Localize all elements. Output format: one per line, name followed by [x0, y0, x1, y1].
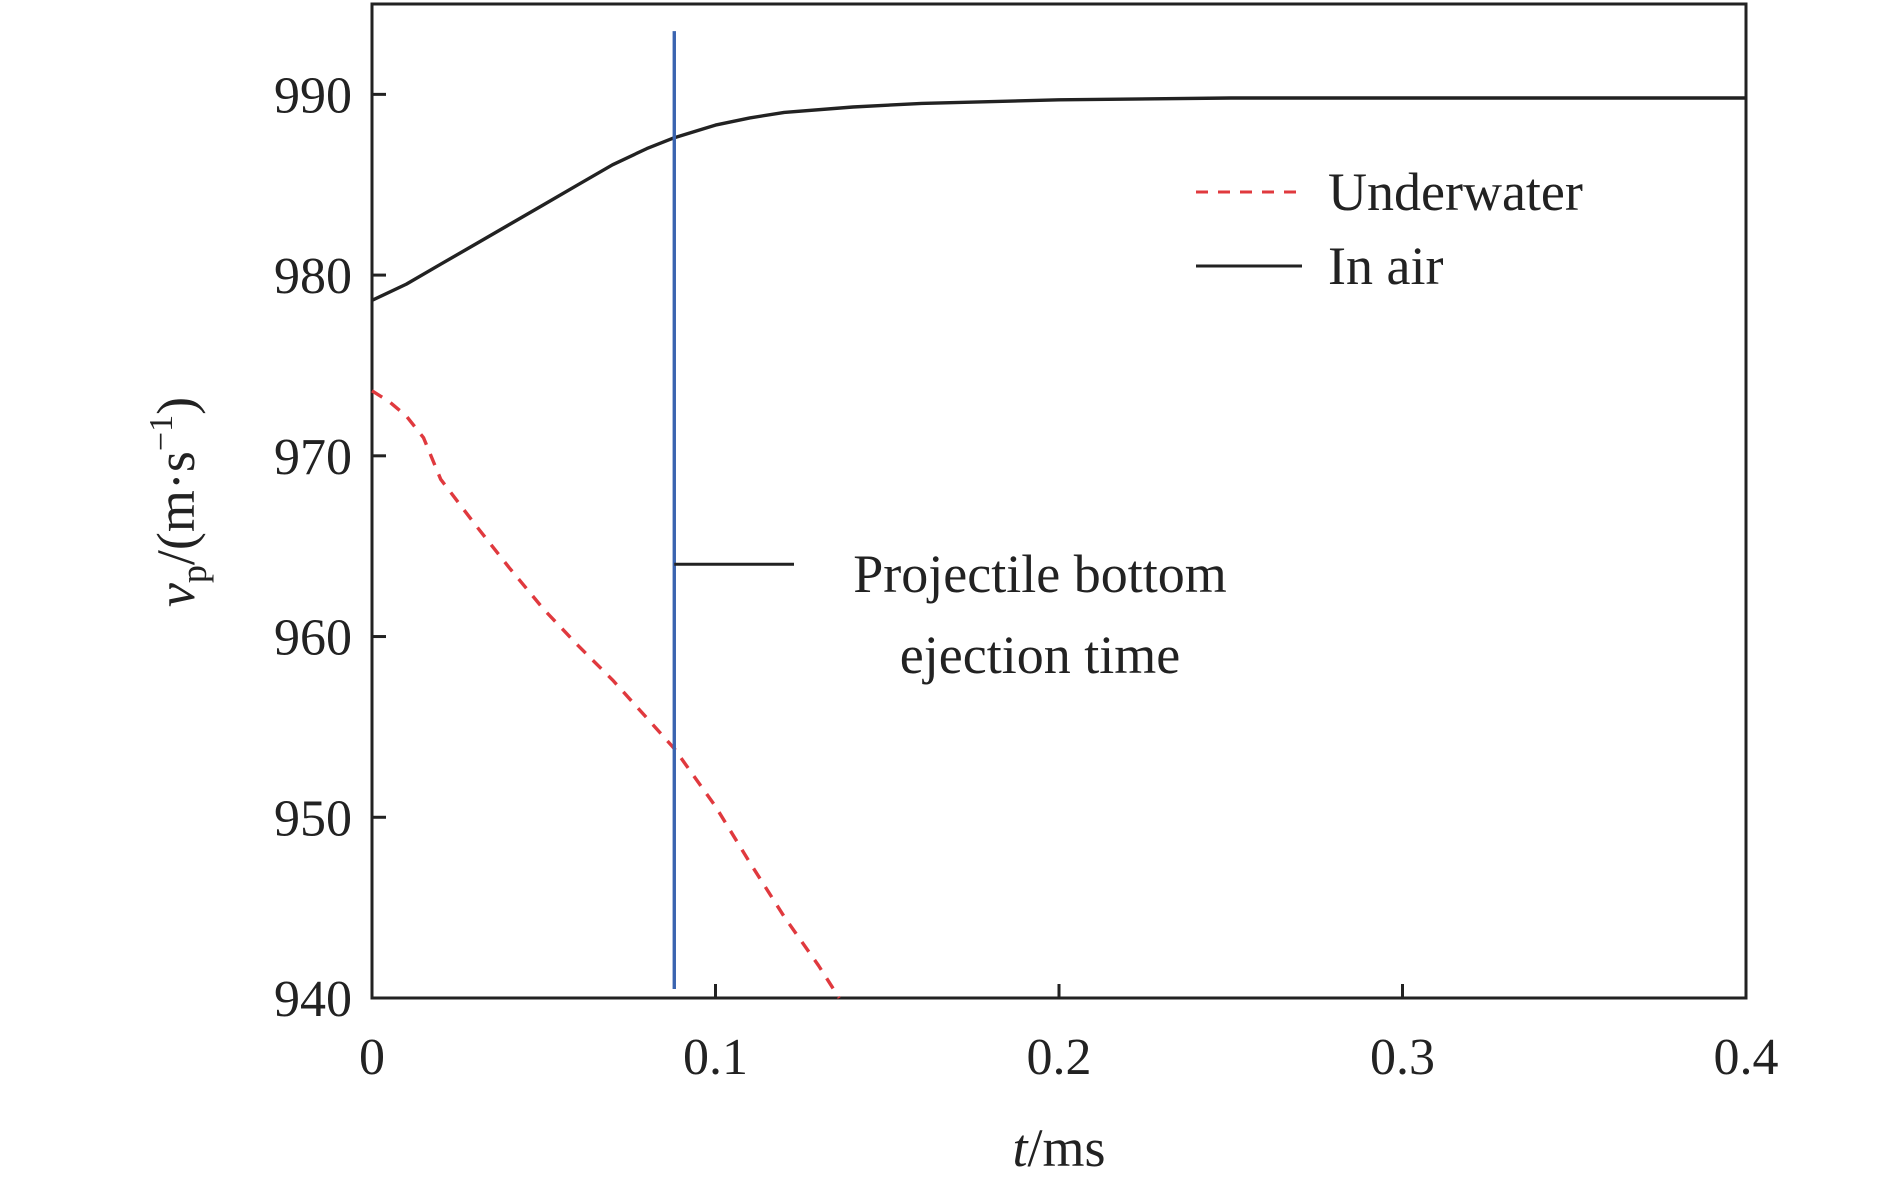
x-tick-label: 0.1 — [683, 1029, 748, 1086]
y-tick-label: 960 — [274, 610, 352, 667]
legend: Underwater In air — [1196, 162, 1583, 296]
x-tick-label: 0 — [359, 1029, 385, 1086]
plot-frame — [370, 2, 1748, 1000]
x-tick-label: 0.2 — [1027, 1029, 1092, 1086]
y-axis-title: vp/(m·s−1) — [143, 397, 214, 607]
x-tick-label: 0.3 — [1370, 1029, 1435, 1086]
y-tick-label: 970 — [274, 429, 352, 486]
y-tick-label: 950 — [274, 790, 352, 847]
legend-label-in-air: In air — [1328, 236, 1443, 296]
y-tick-label: 980 — [274, 248, 352, 305]
y-tick-label: 940 — [274, 971, 352, 1028]
annotation-line-2: ejection time — [900, 625, 1180, 685]
axis-tick-labels: 0 0.1 0.2 0.3 0.4 940 950 960 970 980 990 — [274, 67, 1779, 1086]
x-tick-label: 0.4 — [1714, 1029, 1779, 1086]
y-tick-label: 990 — [274, 67, 352, 124]
annotation-ejection: Projectile bottom ejection time — [674, 544, 1227, 685]
series-line-underwater — [371, 389, 841, 999]
series-line-in-air — [371, 96, 1746, 302]
x-axis-title: t/ms — [1012, 1118, 1105, 1178]
annotation-line-1: Projectile bottom — [853, 544, 1226, 604]
series-layer — [371, 96, 1746, 999]
legend-label-underwater: Underwater — [1328, 162, 1583, 222]
axis-ticks — [372, 92, 1404, 1000]
